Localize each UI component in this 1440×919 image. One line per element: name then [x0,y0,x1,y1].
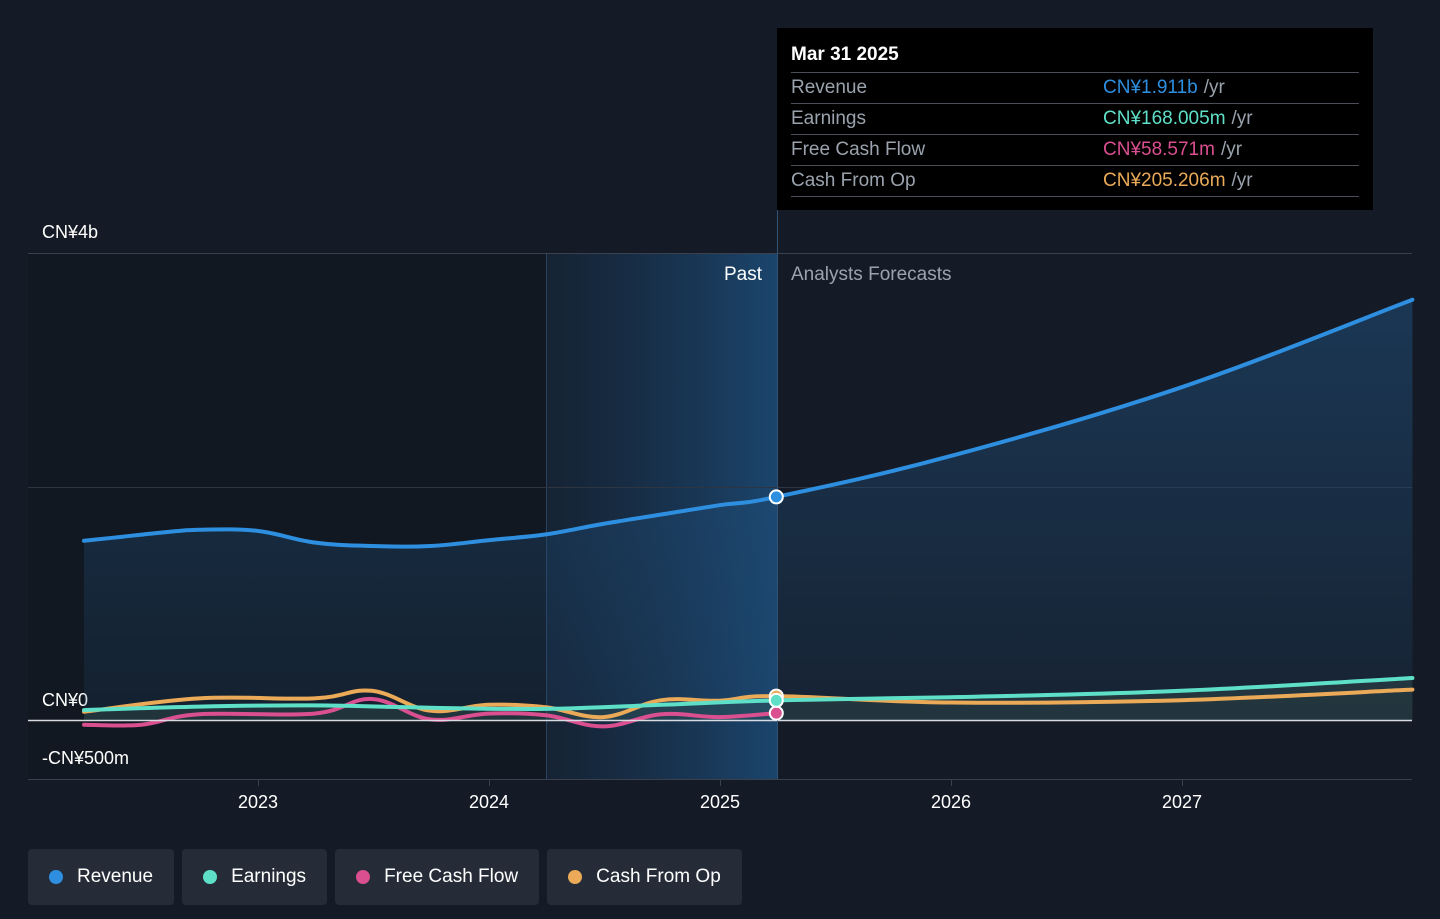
tooltip-unit-revenue: /yr [1203,77,1225,98]
legend-item-cash-from-op[interactable]: Cash From Op [547,849,742,905]
marker-layer [768,489,784,721]
y-tick-label-zero: CN¥0 [42,690,88,710]
legend-item-free-cash-flow[interactable]: Free Cash Flow [335,849,540,905]
x-tick-label-2024: 2024 [469,792,509,812]
legend-item-revenue[interactable]: Revenue [28,849,175,905]
tooltip-label-cash-from-op: Cash From Op [791,170,916,191]
series-area-earnings [84,678,1413,720]
past-label: Past [724,264,763,285]
hover-marker-revenue [768,489,784,505]
tooltip-row-cash-from-op: Cash From Op CN¥205.206m /yr [791,166,1359,197]
hover-marker-earnings [768,692,784,708]
x-tick-label-2027: 2027 [1162,792,1202,812]
tooltip-unit-free-cash-flow: /yr [1220,139,1243,160]
hover-marker-free-cash-flow [768,705,784,721]
legend-label-free-cash-flow: Free Cash Flow [384,866,519,887]
series-area-revenue [84,299,1413,720]
tooltip-unit-earnings: /yr [1231,108,1253,129]
tooltip-date: Mar 31 2025 [791,42,1359,73]
series-line-cash-from-op [82,687,1415,720]
legend-label-earnings: Earnings [231,866,307,887]
tooltip-value-earnings: CN¥168.005m [1103,108,1226,129]
x-tick-label-2026: 2026 [931,792,971,812]
tooltip-unit-cash-from-op: /yr [1231,170,1253,191]
tooltip-value-cash-from-op: CN¥205.206m [1103,170,1226,191]
tooltip-label-earnings: Earnings [791,108,866,129]
tooltip-label-revenue: Revenue [791,77,868,98]
series-layer [82,297,1415,729]
legend-label-cash-from-op: Cash From Op [596,866,721,887]
tooltip-label-free-cash-flow: Free Cash Flow [791,139,926,160]
tooltip: Mar 31 2025 Revenue CN¥1.911b /yr Earnin… [777,28,1373,210]
legend-item-earnings[interactable]: Earnings [182,849,328,905]
legend: Revenue Earnings Free Cash Flow Cash Fro… [28,849,742,905]
tooltip-row-revenue: Revenue CN¥1.911b /yr [791,73,1359,104]
series-line-earnings [82,676,1415,713]
legend-dot-revenue [49,870,63,884]
legend-label-revenue: Revenue [77,866,154,887]
x-tick-label-2025: 2025 [700,792,740,812]
tooltip-row-earnings: Earnings CN¥168.005m /yr [791,104,1359,135]
legend-dot-cash-from-op [568,870,583,884]
tooltip-value-free-cash-flow: CN¥58.571m [1103,139,1215,160]
x-tick-label-2023: 2023 [238,792,278,812]
tooltip-row-free-cash-flow: Free Cash Flow CN¥58.571m /yr [791,135,1359,166]
tooltip-value-revenue: CN¥1.911b [1103,77,1198,98]
forecast-label: Analysts Forecasts [791,264,952,285]
legend-dot-earnings [203,870,218,884]
series-line-revenue [82,297,1415,549]
y-tick-label-bottom: -CN¥500m [42,748,129,768]
legend-dot-free-cash-flow [356,870,371,884]
y-tick-label-top: CN¥4b [42,222,98,242]
